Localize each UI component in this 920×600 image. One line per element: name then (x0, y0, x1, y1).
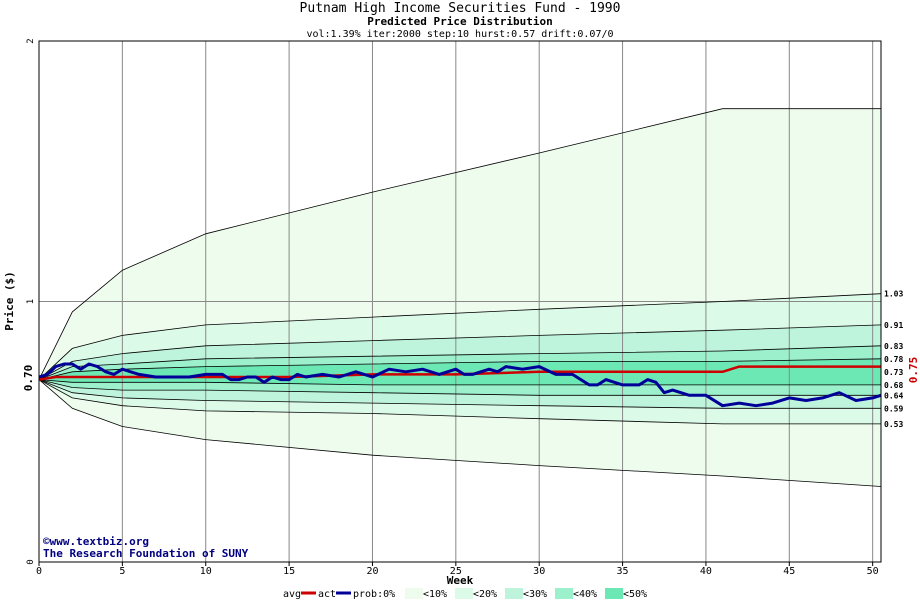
band-3-upper-line (38, 324, 882, 380)
plot-frame (38, 40, 882, 563)
band-end-label: 0.68 (884, 381, 903, 390)
x-tick-label: 10 (200, 566, 212, 577)
band-2-upper-line (38, 293, 882, 380)
x-axis-ticks: 0 5 10 15 20 25 30 35 40 45 50 (36, 562, 879, 577)
x-tick-label: 40 (700, 566, 712, 577)
legend-band-swatch (555, 588, 573, 599)
band-1-upper-line (38, 108, 881, 380)
legend-band-swatch (455, 588, 473, 599)
band-1-lower-line (38, 379, 882, 487)
legend-band-swatch (605, 588, 623, 599)
credit-url: ©www.textbiz.org (43, 535, 149, 548)
y-tick-label: 2 (26, 38, 36, 43)
series-act-line (38, 362, 882, 408)
band-end-label: 0.83 (884, 342, 903, 351)
x-tick-label: 25 (450, 566, 462, 577)
legend-prob-label: prob:0% (353, 589, 395, 600)
band-boundary-lines (38, 108, 882, 487)
band-end-label: 0.59 (884, 404, 903, 413)
x-tick-label: 50 (867, 566, 879, 577)
legend: avg act prob:0% <10% <20% <30% <40% <50% (283, 588, 647, 600)
legend-band-label: <40% (573, 589, 597, 600)
band-end-label: 0.73 (884, 368, 903, 377)
y-axis-ticks: 0 1 2 (26, 38, 36, 564)
final-price-label: 0.75 (907, 357, 920, 384)
x-tick-label: 30 (533, 566, 545, 577)
band-end-label: 0.91 (884, 321, 903, 330)
start-price-label: 0.70 (22, 365, 35, 392)
y-tick-label: 0 (26, 559, 36, 564)
band-4-upper-line (38, 345, 882, 380)
band-5-upper-line (38, 358, 882, 380)
y-tick-label: 1 (26, 299, 36, 304)
legend-band-label: <10% (423, 589, 447, 600)
legend-band-label: <30% (523, 589, 547, 600)
legend-band-label: <50% (623, 589, 647, 600)
band-2-lower-line (38, 379, 881, 425)
x-tick-label: 0 (36, 566, 42, 577)
band-3-lower-line (38, 379, 881, 409)
x-tick-label: 5 (119, 566, 125, 577)
legend-band-label: <20% (473, 589, 497, 600)
x-tick-label: 20 (366, 566, 378, 577)
band-end-labels: 1.03 0.91 0.83 0.78 0.73 0.680.64 0.59 0.53 (884, 290, 903, 429)
chart-title: Putnam High Income Securities Fund - 199… (300, 1, 621, 16)
credit-org: The Research Foundation of SUNY (43, 547, 249, 560)
legend-act-label: act (318, 589, 336, 600)
x-tick-label: 15 (283, 566, 295, 577)
band-end-label: 1.03 (884, 290, 903, 299)
legend-avg-label: avg (283, 589, 301, 600)
band-end-label: 0.64 (884, 391, 903, 400)
band-1 (39, 108, 881, 487)
band-end-label: 0.78 (884, 355, 903, 364)
band-5-lower-line (38, 379, 881, 386)
y-axis-label: Price ($) (3, 271, 16, 331)
legend-band-swatch (505, 588, 523, 599)
x-axis-label: Week (447, 574, 474, 587)
simulation-params: vol:1.39% iter:2000 step:10 hurst:0.57 d… (306, 29, 613, 40)
probability-bands (39, 108, 881, 487)
band-end-label: 0.53 (884, 420, 903, 429)
x-tick-label: 45 (783, 566, 795, 577)
legend-band-swatch (405, 588, 423, 599)
x-tick-label: 35 (617, 566, 629, 577)
price-series (38, 362, 882, 408)
chart-subtitle: Predicted Price Distribution (367, 15, 552, 28)
